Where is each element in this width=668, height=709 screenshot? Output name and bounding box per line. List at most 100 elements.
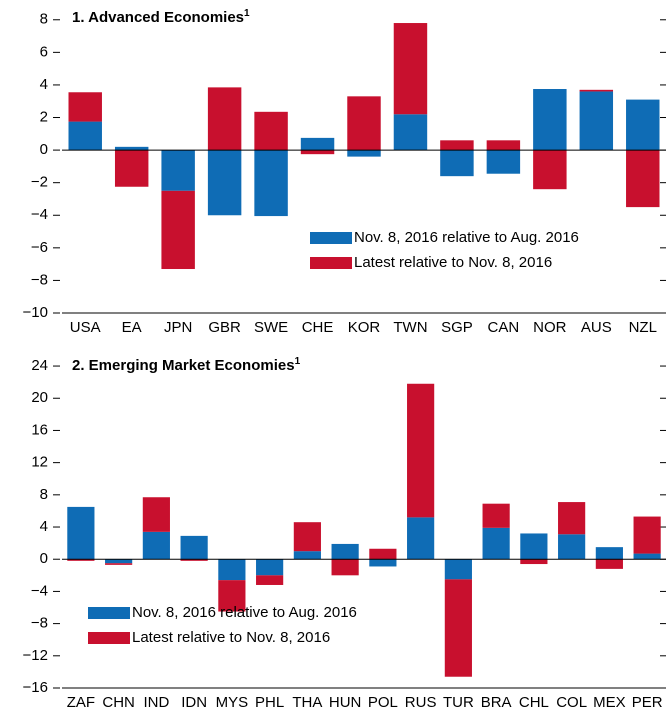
x-tick-label: BRA <box>481 694 512 709</box>
bar <box>331 559 359 576</box>
x-tick-label: JPN <box>164 319 192 336</box>
x-tick-label: IDN <box>181 694 207 709</box>
legend-label: Nov. 8, 2016 relative to Aug. 2016 <box>354 229 579 246</box>
bar <box>369 559 397 567</box>
x-tick-label: MEX <box>593 694 626 709</box>
y-tick-label: 8 <box>40 486 48 503</box>
title-footnote: 1 <box>244 8 250 19</box>
y-tick-label: 24 <box>31 357 48 374</box>
x-tick-label: EA <box>122 319 142 336</box>
x-tick-label: KOR <box>348 319 381 336</box>
bar <box>256 559 284 576</box>
y-tick-label: −10 <box>23 304 48 321</box>
y-tick-label: 2 <box>40 108 48 125</box>
bar <box>331 543 359 560</box>
bar <box>579 91 614 151</box>
y-tick-label: 4 <box>40 518 48 535</box>
chart-title: 1. Advanced Economies1 <box>72 8 250 26</box>
bar <box>67 506 95 560</box>
y-tick-label: 0 <box>40 141 48 158</box>
bar <box>407 383 435 518</box>
x-tick-label: NZL <box>629 319 657 336</box>
bar <box>393 114 428 151</box>
bar <box>393 23 428 115</box>
title-text: 1. Advanced Economies <box>72 9 244 26</box>
x-tick-label: CHE <box>302 319 334 336</box>
bar <box>579 89 614 92</box>
bar <box>440 140 474 151</box>
x-tick-label: IND <box>143 694 169 709</box>
bar <box>533 150 567 190</box>
bar <box>558 534 586 560</box>
bar <box>142 531 170 560</box>
bar <box>254 111 288 151</box>
bar <box>114 146 149 151</box>
x-tick-label: AUS <box>581 319 612 336</box>
x-tick-label: THA <box>292 694 322 709</box>
legend-swatch <box>88 632 130 644</box>
x-tick-label: ZAF <box>67 694 95 709</box>
bar <box>486 150 521 174</box>
bar <box>67 559 95 561</box>
x-tick-label: POL <box>368 694 398 709</box>
bar <box>482 503 510 528</box>
x-tick-label: GBR <box>208 319 241 336</box>
bar <box>486 140 521 151</box>
bar <box>626 150 660 208</box>
legend-label: Latest relative to Nov. 8, 2016 <box>354 254 552 271</box>
legend-swatch <box>310 257 352 269</box>
bar <box>595 559 623 569</box>
x-tick-label: SGP <box>441 319 473 336</box>
bar <box>633 553 661 560</box>
bar <box>300 150 335 155</box>
x-tick-label: MYS <box>216 694 249 709</box>
legend-swatch <box>310 232 352 244</box>
bar <box>207 87 242 151</box>
y-tick-label: 0 <box>40 550 48 567</box>
y-tick-label: 20 <box>31 389 48 406</box>
bar <box>626 99 660 151</box>
x-tick-label: NOR <box>533 319 567 336</box>
x-tick-label: CHN <box>102 694 135 709</box>
x-tick-label: PER <box>632 694 663 709</box>
bar <box>218 559 246 581</box>
title-text: 2. Emerging Market Economies <box>72 357 295 374</box>
y-tick-label: 4 <box>40 76 48 93</box>
y-tick-label: −4 <box>31 582 48 599</box>
y-tick-label: −8 <box>31 271 48 288</box>
bar <box>68 92 102 122</box>
bar <box>207 150 242 216</box>
y-tick-label: 8 <box>40 11 48 28</box>
bar <box>595 547 623 560</box>
x-tick-label: HUN <box>329 694 362 709</box>
bar <box>218 580 246 612</box>
x-tick-label: TWN <box>393 319 427 336</box>
x-tick-label: CHL <box>519 694 549 709</box>
chart-title: 2. Emerging Market Economies1 <box>72 356 301 374</box>
legend-label: Nov. 8, 2016 relative to Aug. 2016 <box>132 604 357 621</box>
bar <box>254 150 288 217</box>
bar <box>105 559 133 564</box>
x-tick-label: SWE <box>254 319 288 336</box>
bar <box>520 533 548 560</box>
bar <box>633 516 661 554</box>
x-tick-label: COL <box>556 694 587 709</box>
bar <box>300 137 335 151</box>
x-tick-label: TUR <box>443 694 474 709</box>
y-tick-label: 12 <box>31 454 48 471</box>
bar <box>444 579 472 677</box>
y-tick-label: −4 <box>31 206 48 223</box>
bar <box>180 535 208 560</box>
bar <box>68 121 102 151</box>
bar <box>558 502 586 535</box>
y-tick-label: −2 <box>31 174 48 191</box>
bar <box>114 150 149 187</box>
bar <box>520 559 548 565</box>
x-tick-label: PHL <box>255 694 284 709</box>
bar <box>161 190 195 270</box>
legend-label: Latest relative to Nov. 8, 2016 <box>132 629 330 646</box>
y-tick-label: −6 <box>31 239 48 256</box>
bar <box>293 522 321 552</box>
bar <box>142 497 170 532</box>
